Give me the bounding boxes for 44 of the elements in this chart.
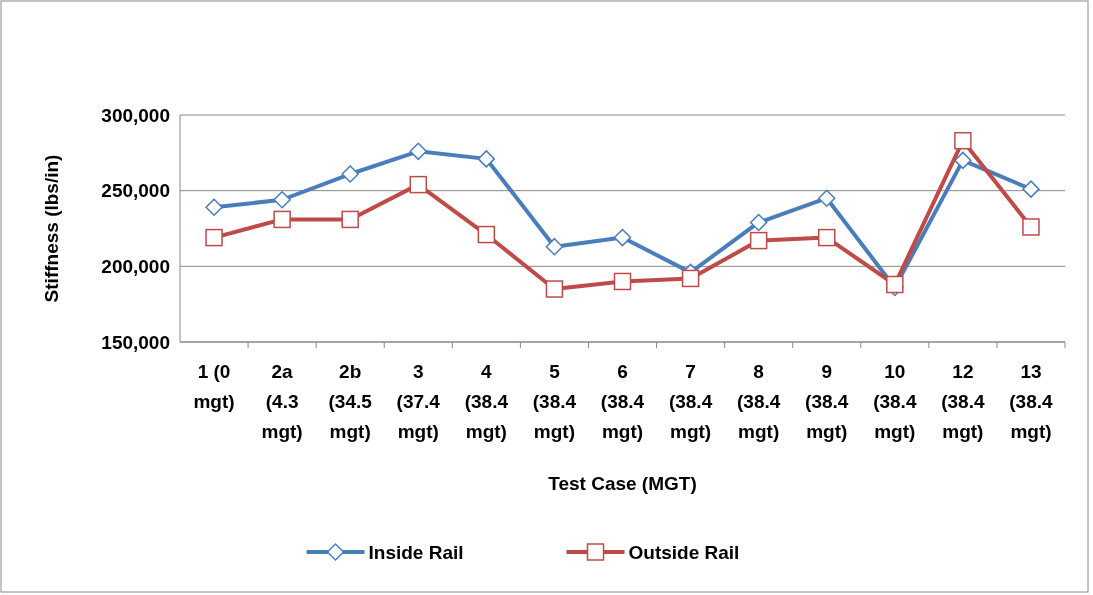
point: [409, 142, 428, 161]
point: [341, 165, 359, 183]
y-axis-title: Stiffness (lbs/in): [41, 154, 62, 303]
x-tick-label: 9 (38.4 mgt): [805, 361, 849, 442]
point: [273, 210, 291, 229]
point: [954, 131, 972, 150]
point: [1022, 180, 1040, 198]
y-tick-label: 250,000: [101, 180, 170, 202]
point: [1022, 218, 1040, 236]
x-tick-label: 3 (37.4 mgt): [396, 361, 441, 442]
x-tick-label: 7 (38.4 mgt): [668, 361, 713, 442]
point: [409, 175, 428, 194]
y-tick-label: 200,000: [101, 255, 170, 277]
y-tick-label: 300,000: [101, 104, 170, 126]
point: [205, 228, 223, 247]
legend-label: Inside Rail: [368, 541, 464, 563]
point: [681, 269, 700, 288]
point: [205, 198, 223, 217]
x-tick-label: 2b (34.5 mgt): [328, 361, 373, 442]
point: [477, 225, 496, 244]
x-tick-label: 13 (38.4 mgt): [1009, 361, 1054, 442]
legend-label: Outside Rail: [628, 541, 740, 563]
point: [545, 280, 564, 298]
point: [545, 237, 564, 256]
point: [749, 231, 768, 250]
point: [749, 213, 768, 232]
x-tick-label: 1 (0 mgt): [193, 361, 235, 412]
x-tick-label: 10 (38.4 mgt): [873, 361, 917, 442]
x-tick-label: 12 (38.4 mgt): [941, 361, 985, 442]
point: [273, 191, 291, 209]
x-tick-label: 2a (4.3 mgt): [261, 361, 303, 442]
point: [613, 228, 632, 247]
point: [477, 150, 496, 168]
x-tick-label: 5 (38.4 mgt): [532, 361, 577, 442]
x-tick-label: 8 (38.4 mgt): [737, 361, 781, 442]
point: [954, 151, 972, 170]
x-tick-label: 6 (38.4 mgt): [600, 361, 645, 442]
x-axis-title: Test Case (MGT): [548, 473, 697, 494]
point: [817, 189, 836, 207]
y-tick-label: 150,000: [101, 331, 170, 353]
point: [341, 210, 359, 229]
point: [613, 272, 632, 291]
x-tick-label: 4 (38.4 mgt): [464, 361, 509, 442]
point: [817, 228, 836, 247]
